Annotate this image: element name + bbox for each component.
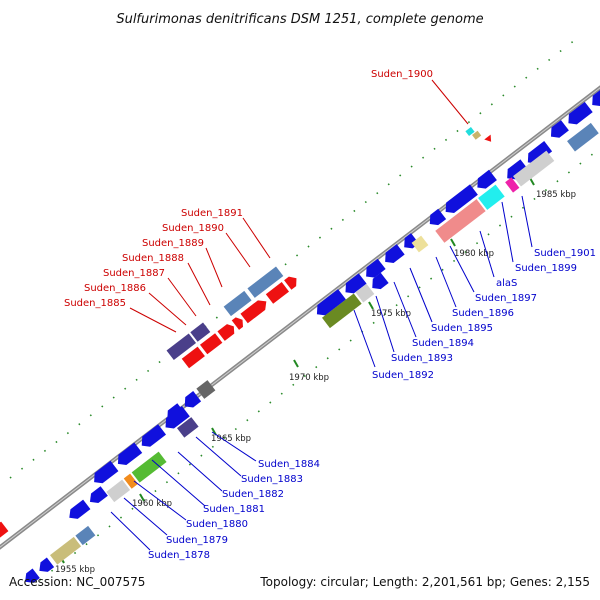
gene-label[interactable]: Suden_1893 [391,353,453,364]
gene-reverse-run-5 [167,380,216,421]
kbp-label: 1965 kbp [211,434,251,444]
upper-labels: Suden_1900 Suden_1891 Suden_1890 Suden_1… [64,69,433,309]
gene-label[interactable]: Suden_1895 [431,323,493,334]
kbp-label: 1960 kbp [132,499,172,509]
gene-label[interactable]: Suden_1883 [241,474,303,485]
kbp-label: 1980 kbp [454,249,494,259]
gene-reverse-run-12 [550,87,600,138]
gene-label[interactable]: Suden_1890 [162,223,224,234]
gene-label[interactable]: alaS [496,278,517,289]
tick-1980 [450,238,456,247]
gene-upper-block [166,266,284,361]
gene-label[interactable]: Suden_1894 [412,338,474,349]
upper-leader-lines [129,79,469,333]
gene-reverse-small [177,417,199,438]
tick-1975 [368,301,374,310]
lower-leader-lines [110,195,533,551]
gene-label[interactable]: Suden_1900 [371,69,433,80]
gene-alas [435,184,505,243]
gene-label[interactable]: Suden_1882 [222,489,284,500]
kbp-label: 1970 kbp [289,373,329,383]
reverse-genes [25,87,600,583]
kbp-label: 1985 kbp [536,190,576,200]
gene-suden-1900 [465,127,492,142]
lower-labels: Suden_1901 Suden_1899 alaS Suden_1897 Su… [148,248,596,561]
gene-label[interactable]: Suden_1892 [372,370,434,381]
gene-label[interactable]: Suden_1888 [122,253,184,264]
inner-dotted-track [39,149,599,581]
gene-reverse-run-9 [429,169,497,226]
kbp-label: 1975 kbp [371,309,411,319]
map-title: Sulfurimonas denitrificans DSM 1251, com… [116,12,483,27]
gene-label[interactable]: Suden_1896 [452,308,514,319]
gene-label[interactable]: Suden_1887 [103,268,165,279]
gene-label[interactable]: Suden_1897 [475,293,537,304]
gene-reverse-run-1 [25,525,96,583]
gene-edge-left [0,521,9,539]
gene-reverse-run-6 [316,233,419,316]
gene-label[interactable]: Suden_1880 [186,519,248,530]
accession-text: Accession: NC_007575 [9,575,145,589]
gene-label[interactable]: Suden_1885 [64,298,126,309]
gene-label[interactable]: Suden_1878 [148,550,210,561]
gene-label[interactable]: Suden_1879 [166,535,228,546]
gene-label[interactable]: Suden_1889 [142,238,204,249]
gene-reverse-run-3 [106,451,167,503]
gene-label[interactable]: Suden_1901 [534,248,596,259]
gene-label[interactable]: Suden_1899 [515,263,577,274]
topology-text: Topology: circular; Length: 2,201,561 bp… [259,575,590,589]
kbp-labels: 1955 kbp 1960 kbp 1965 kbp 1970 kbp 1975… [55,190,576,575]
kbp-label: 1955 kbp [55,565,95,575]
gene-label[interactable]: Suden_1886 [84,283,146,294]
gene-reverse-run-13 [567,122,599,152]
gene-reverse-run-10 [507,141,553,180]
forward-genes [0,127,492,539]
outer-dotted-track [9,35,581,479]
dotted-tracks [9,35,599,581]
gene-label[interactable]: Suden_1881 [203,504,265,515]
tick-1970 [293,359,299,368]
gene-reverse-run-2 [69,486,108,519]
tick-1985 [529,177,535,186]
gene-reverse-run-7 [322,272,389,329]
tick-1960 [139,493,145,502]
gene-label[interactable]: Suden_1891 [181,208,243,219]
gene-reverse-run-11 [505,150,555,193]
gene-forward-cluster [181,276,297,369]
gene-reverse-run-8 [411,235,429,253]
gene-label[interactable]: Suden_1884 [258,459,320,470]
